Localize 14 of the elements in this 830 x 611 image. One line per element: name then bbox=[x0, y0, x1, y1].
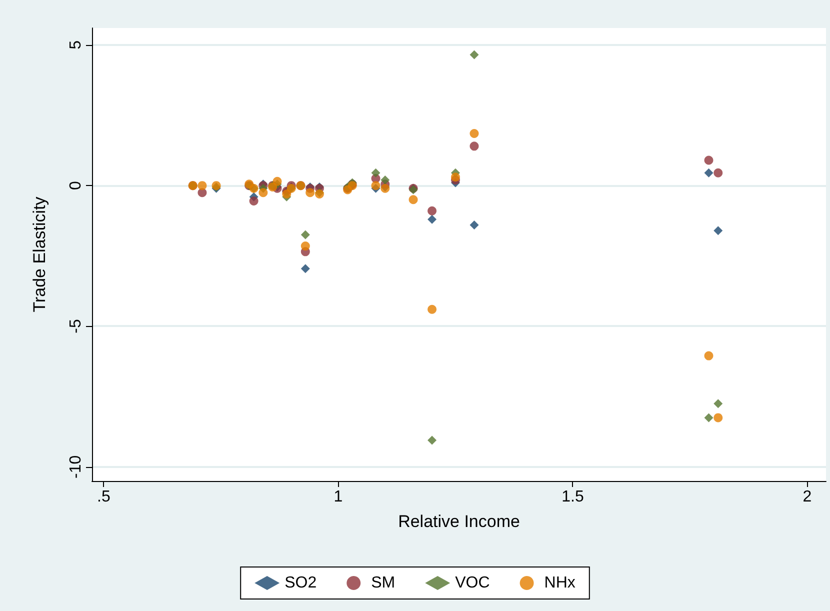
legend-label: VOC bbox=[455, 574, 490, 592]
y-tick-label: -10 bbox=[68, 455, 84, 478]
x-tick-label: 1 bbox=[334, 488, 343, 506]
x-tick-label: 1.5 bbox=[562, 488, 584, 506]
x-axis-title: Relative Income bbox=[398, 512, 520, 531]
y-tick-label: -5 bbox=[68, 319, 84, 334]
y-axis-title: Trade Elasticity bbox=[30, 196, 49, 312]
legend-label: NHx bbox=[544, 574, 576, 592]
legend-label: SM bbox=[371, 574, 396, 592]
y-tick-label: 5 bbox=[68, 40, 84, 50]
x-tick-label: .5 bbox=[97, 488, 110, 506]
y-tick-label: 0 bbox=[68, 181, 84, 190]
x-tick-label: 2 bbox=[802, 488, 812, 506]
legend-label: SO2 bbox=[284, 574, 317, 592]
